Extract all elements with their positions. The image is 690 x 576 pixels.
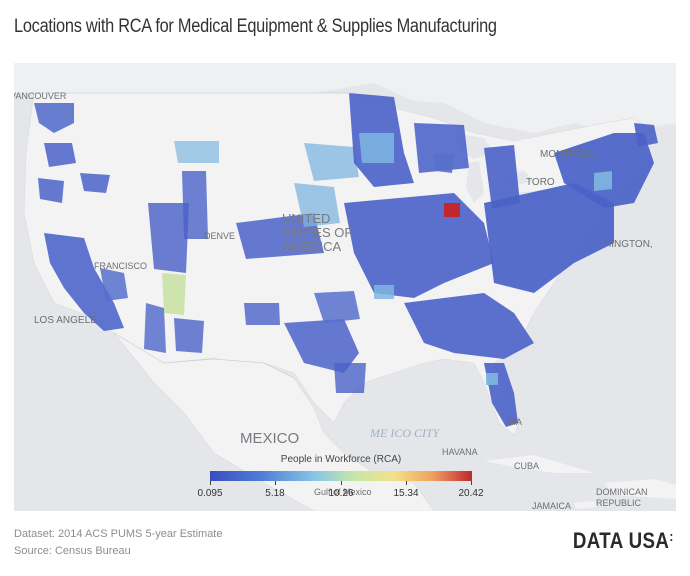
legend-value-4: 15.34 bbox=[393, 488, 419, 499]
label-vancouver: VANCOUVER bbox=[14, 91, 67, 101]
label-los-angeles: LOS ANGELE bbox=[34, 315, 97, 326]
label-gulf-of-mexico: ME ICO CITY bbox=[369, 426, 441, 440]
label-havana: HAVANA bbox=[442, 447, 478, 457]
label-cuba: CUBA bbox=[514, 461, 539, 471]
label-mexico: MEXICO bbox=[240, 430, 299, 447]
legend-tick bbox=[275, 481, 276, 485]
label-mexico-city: Gulf of Mexico bbox=[314, 487, 372, 497]
legend-value-min: 0.095 bbox=[197, 488, 223, 499]
legend-value-max: 20.42 bbox=[458, 488, 484, 499]
map-canvas[interactable]: VANCOUVER MONTRÉAL TORO HINGTON, LOS ANG… bbox=[14, 63, 676, 511]
label-republic: REPUBLIC bbox=[596, 498, 642, 508]
label-america: AMERICA bbox=[282, 239, 342, 254]
brand-text: DATA USA bbox=[573, 528, 670, 553]
label-montreal: MONTRÉAL bbox=[540, 147, 596, 160]
source-note: Source: Census Bureau bbox=[14, 545, 131, 557]
legend: People in Workforce (RCA) 0.095 5.18 10.… bbox=[196, 454, 486, 506]
label-san-francisco: FRANCISCO bbox=[94, 261, 147, 271]
rca-regions[interactable] bbox=[34, 93, 658, 427]
chart-title: Locations with RCA for Medical Equipment… bbox=[14, 16, 497, 37]
label-jamaica: JAMAICA bbox=[532, 501, 571, 511]
legend-tick bbox=[471, 481, 472, 485]
place-labels: VANCOUVER MONTRÉAL TORO HINGTON, LOS ANG… bbox=[14, 91, 653, 511]
brand-dots-icon: : bbox=[669, 528, 674, 544]
legend-value-2: 5.18 bbox=[265, 488, 285, 499]
map[interactable]: VANCOUVER MONTRÉAL TORO HINGTON, LOS ANG… bbox=[14, 63, 676, 511]
brand-logo[interactable]: DATA USA: bbox=[573, 528, 674, 554]
legend-title: People in Workforce (RCA) bbox=[280, 454, 402, 465]
label-states-of: STATES OF bbox=[282, 225, 352, 240]
label-dominican: DOMINICAN bbox=[596, 487, 648, 497]
legend-colorbar bbox=[210, 471, 472, 481]
label-denver: DENVE bbox=[204, 231, 235, 241]
legend-tick bbox=[406, 481, 407, 485]
label-miami: MIA bbox=[506, 417, 522, 427]
legend-value-3: 10.26 bbox=[328, 488, 354, 499]
dataset-note: Dataset: 2014 ACS PUMS 5-year Estimate bbox=[14, 528, 223, 540]
legend-tick bbox=[210, 481, 211, 485]
label-toronto: TORO bbox=[526, 177, 555, 188]
label-united: UNITED bbox=[282, 211, 330, 226]
state-borders bbox=[34, 92, 354, 379]
legend-tick bbox=[341, 481, 342, 485]
label-washington: HINGTON, bbox=[604, 239, 653, 250]
